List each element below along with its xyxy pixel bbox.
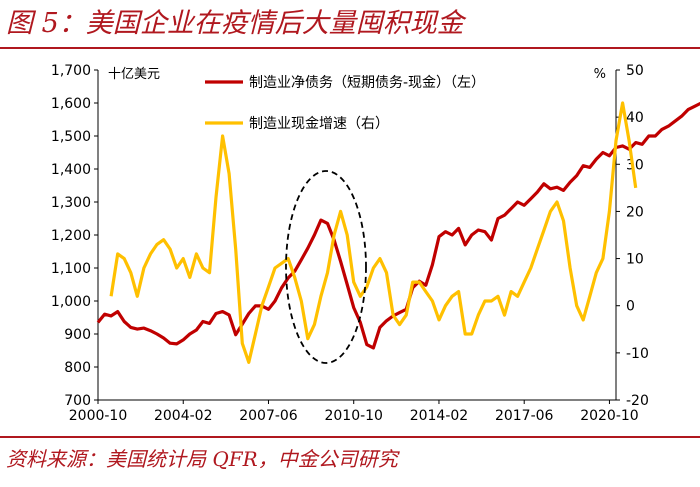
- legend-label-net-debt: 制造业净债务（短期债务-现金）（左）: [249, 75, 485, 91]
- left-tick-label: 800: [64, 360, 91, 376]
- x-tick-label: 2000-10: [69, 408, 128, 424]
- left-tick-label: 1,400: [51, 162, 91, 178]
- left-tick-label: 1,300: [51, 195, 91, 211]
- series-line-cash-growth: [109, 101, 638, 364]
- left-tick-label: 1,000: [51, 294, 91, 310]
- right-tick-label: 10: [626, 252, 644, 268]
- series-line-net-debt: [96, 101, 700, 350]
- left-tick-label: 1,500: [51, 129, 91, 145]
- left-axis-unit: 十亿美元: [108, 67, 160, 82]
- right-tick-label: -20: [626, 393, 649, 409]
- footer-rule: [0, 436, 700, 438]
- x-tick-label: 2007-06: [239, 408, 298, 424]
- left-tick-label: 900: [64, 327, 91, 343]
- x-tick-label: 2014-02: [410, 408, 469, 424]
- right-tick-label: 20: [626, 204, 644, 220]
- legend-label-cash-growth: 制造业现金增速（右）: [249, 116, 389, 132]
- x-tick-label: 2010-10: [324, 408, 383, 424]
- source-note: 资料来源：美国统计局 QFR，中金公司研究: [6, 447, 398, 471]
- left-tick-label: 700: [64, 393, 91, 409]
- x-tick-label: 2004-02: [154, 408, 213, 424]
- x-tick-label: 2017-06: [495, 408, 554, 424]
- right-tick-label: -10: [626, 346, 649, 362]
- right-axis-unit: %: [594, 67, 606, 82]
- left-tick-label: 1,100: [51, 261, 91, 277]
- left-tick-label: 1,700: [51, 63, 91, 79]
- right-tick-label: 40: [626, 110, 644, 126]
- right-tick-label: 50: [626, 63, 644, 79]
- title-rule: [0, 47, 700, 49]
- right-tick-label: 0: [626, 299, 635, 315]
- highlight-ellipse: [285, 170, 367, 364]
- x-tick-label: 2020-10: [580, 408, 639, 424]
- page-title: 图 5：美国企业在疫情后大量囤积现金: [6, 8, 464, 39]
- left-tick-label: 1,600: [51, 96, 91, 112]
- left-tick-label: 1,200: [51, 228, 91, 244]
